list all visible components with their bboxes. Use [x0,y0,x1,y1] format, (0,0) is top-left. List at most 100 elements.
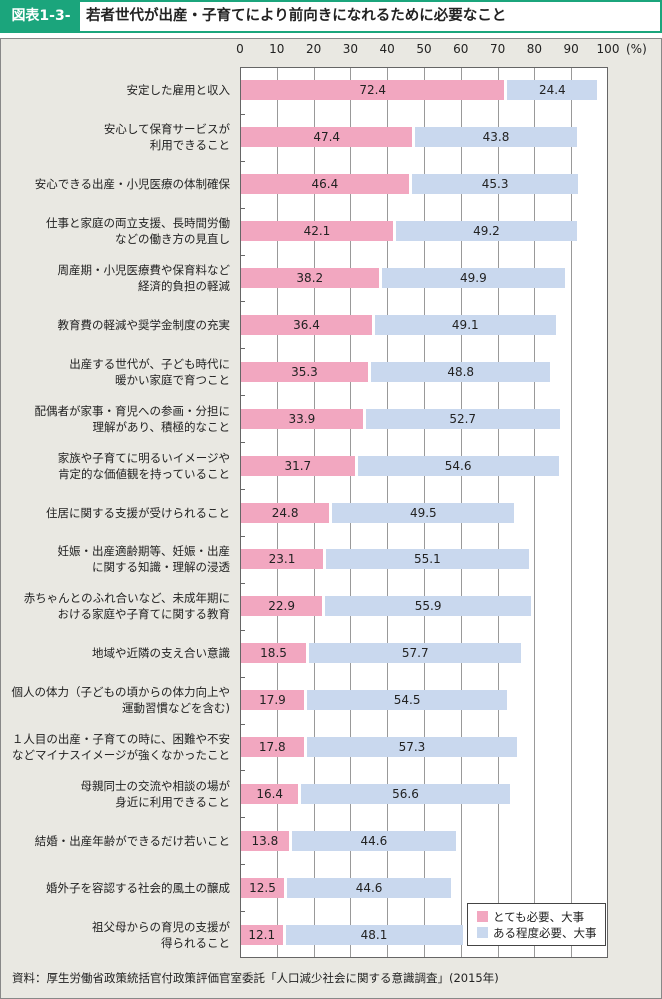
figure-header: 図表1-3-62 若者世代が出産・子育てにより前向きになれるために必要なこと [0,0,662,53]
category-label: １人目の出産・子育ての時に、困難や不安 などマイナスイメージが強くなかったこと [11,731,230,762]
bar-very-necessary: 47.4 [241,127,415,148]
y-tick [240,864,245,866]
bar-somewhat-necessary: 43.8 [415,127,577,148]
bar-very-necessary: 46.4 [241,174,411,195]
y-tick [240,442,245,444]
bar-somewhat-necessary: 44.6 [291,830,456,851]
category-label: 個人の体力（子どもの頃からの体力向上や 運動習慣などを含む) [11,685,231,716]
bar-somewhat-necessary: 48.1 [285,924,463,945]
y-tick [240,723,245,725]
y-tick [240,817,245,819]
x-tick-label: 20 [305,42,322,56]
bar-very-necessary: 12.5 [241,877,286,898]
bar-very-necessary: 72.4 [241,80,507,101]
figure-number: 図表1-3-62 [2,2,80,53]
legend: とても必要、大事 ある程度必要、大事 [467,903,606,946]
category-label: 配偶者が家事・育児への参画・分担に 理解があり、積極的なこと [34,403,231,434]
bar-somewhat-necessary: 48.8 [370,361,551,382]
bar-somewhat-necessary: 57.7 [309,643,522,664]
y-tick [240,254,245,256]
x-tick-label: 100 [596,42,620,56]
bar-very-necessary: 42.1 [241,221,395,242]
bar-somewhat-necessary: 24.4 [507,80,598,101]
figure-title: 若者世代が出産・子育てにより前向きになれるために必要なこと [86,8,507,24]
legend-swatch [477,911,488,922]
bar-very-necessary: 17.8 [241,736,306,757]
bar-very-necessary: 16.4 [241,783,301,804]
category-label: 安心して保育サービスが 利用できること [103,122,230,153]
bar-somewhat-necessary: 49.5 [332,502,515,523]
x-tick-label: 40 [379,42,395,56]
category-label: 地域や近隣の支え合い意識 [92,646,230,661]
y-tick [240,582,245,584]
x-tick-label: 0 [236,42,244,56]
bar-somewhat-necessary: 49.1 [374,314,556,335]
category-label: 母親同士の交流や相談の場が 身近に利用できること [80,778,231,809]
legend-item-very: とても必要、大事 [477,910,584,924]
legend-label: ある程度必要、大事 [493,926,597,940]
y-tick [240,113,245,115]
category-label: 安心できる出産・小児医療の体制確保 [34,177,230,192]
x-tick-label: 60 [453,42,469,56]
bar-very-necessary: 33.9 [241,408,365,429]
unit-label: (%) [626,42,647,56]
bar-somewhat-necessary: 52.7 [365,408,560,429]
category-label: 赤ちゃんとのふれ合いなど、未成年期に おける家庭や子育てに関する教育 [23,591,230,622]
bar-somewhat-necessary: 45.3 [411,174,579,195]
gridline [571,68,573,957]
bar-somewhat-necessary: 49.2 [395,221,577,242]
x-tick-label: 70 [489,42,506,56]
x-tick-label: 80 [526,42,543,56]
bar-very-necessary: 17.9 [241,690,306,711]
gridline [534,68,536,957]
category-label: 祖父母からの育児の支援が 得られること [92,919,230,950]
category-label: 住居に関する支援が受けられること [46,505,230,520]
category-label: 安定した雇用と収入 [126,83,231,98]
y-tick [240,629,245,631]
y-tick [240,207,245,209]
category-label: 仕事と家庭の両立支援、長時間労働 などの働き方の見直し [46,216,230,247]
category-label: 教育費の軽減や奨学金制度の充実 [57,317,231,332]
category-label: 周産期・小児医療費や保育料など 経済的負担の軽減 [57,263,231,294]
bar-very-necessary: 13.8 [241,830,291,851]
x-tick-label: 10 [269,42,285,56]
bar-very-necessary: 38.2 [241,268,381,289]
legend-item-somewhat: ある程度必要、大事 [477,926,597,940]
y-tick [240,489,245,491]
bar-somewhat-necessary: 55.1 [326,549,529,570]
category-label: 妊娠・出産適齢期等、妊娠・出産 に関する知識・理解の浸透 [57,544,231,575]
bar-very-necessary: 24.8 [241,502,332,523]
category-label: 出産する世代が、子ども時代に 暖かい家庭で育つこと [69,356,230,387]
bar-very-necessary: 31.7 [241,455,357,476]
y-tick [240,676,245,678]
bar-very-necessary: 35.3 [241,361,370,382]
bar-somewhat-necessary: 54.6 [357,455,559,476]
bar-somewhat-necessary: 44.6 [287,877,452,898]
y-tick [240,535,245,537]
bar-somewhat-necessary: 54.5 [306,690,508,711]
category-label: 婚外子を容認する社会的風土の醸成 [46,880,230,895]
x-tick-label: 50 [416,42,432,56]
category-label: 家族や子育てに明るいイメージや 肯定的な価値観を持っていること [57,450,230,481]
legend-swatch [477,927,488,938]
category-label: 結婚・出産年齢ができるだけ若いこと [34,833,230,848]
y-tick [240,348,245,350]
bar-somewhat-necessary: 49.9 [381,268,566,289]
bar-very-necessary: 18.5 [241,643,309,664]
bar-somewhat-necessary: 55.9 [325,596,531,617]
y-tick [240,160,245,162]
bar-very-necessary: 12.1 [241,924,285,945]
y-tick [240,395,245,397]
bar-very-necessary: 23.1 [241,549,325,570]
bar-somewhat-necessary: 56.6 [301,783,510,804]
bar-very-necessary: 36.4 [241,314,374,335]
bar-very-necessary: 22.9 [241,596,325,617]
x-tick-label: 30 [342,42,359,56]
y-tick [240,770,245,772]
source-note: 資料：厚生労働省政策統括官付政策評価官室委託「人口減少社会に関する意識調査」(2… [12,971,499,985]
bar-somewhat-necessary: 57.3 [306,736,518,757]
x-tick-label: 90 [563,42,579,56]
legend-label: とても必要、大事 [493,910,585,924]
y-tick [240,301,245,303]
y-tick [240,911,245,913]
